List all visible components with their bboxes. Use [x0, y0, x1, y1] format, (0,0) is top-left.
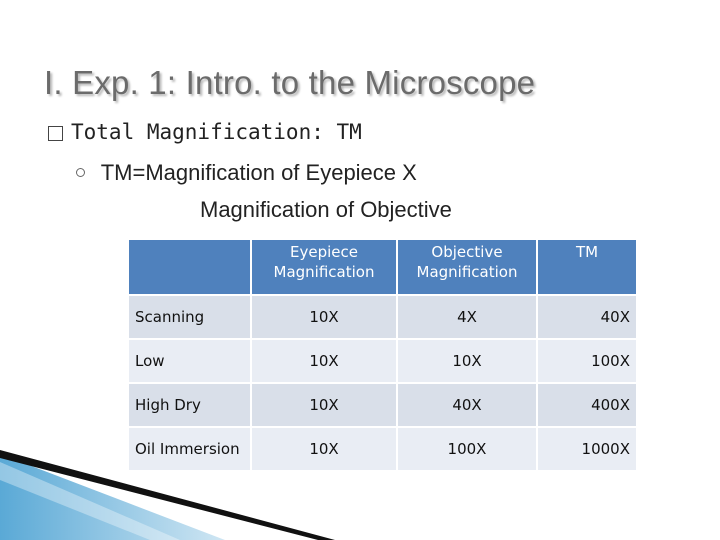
objective-value: 10X — [396, 338, 538, 384]
tm-value: 400X — [536, 382, 638, 428]
slide-title: I. Exp. 1: Intro. to the Microscope — [44, 64, 536, 101]
row-label: High Dry — [127, 382, 252, 428]
table-row: Scanning 10X 4X 40X — [127, 294, 638, 340]
circle-bullet-icon — [76, 168, 85, 177]
sub-bullet-formula-continued: Magnification of Objective — [200, 197, 452, 222]
objective-value: 100X — [396, 426, 538, 472]
objective-value: 4X — [396, 294, 538, 340]
square-bullet-icon — [48, 125, 63, 141]
tm-value: 100X — [536, 338, 638, 384]
row-label: Low — [127, 338, 252, 384]
sub-bullet-formula-text: TM=Magnification of Eyepiece X — [100, 160, 417, 185]
table-row: Oil Immersion 10X 100X 1000X — [127, 426, 638, 472]
eyepiece-value: 10X — [250, 426, 398, 472]
objective-value: 40X — [396, 382, 538, 428]
eyepiece-value: 10X — [250, 382, 398, 428]
header-cell-blank — [127, 238, 252, 296]
table-row: Low 10X 10X 100X — [127, 338, 638, 384]
tm-value: 40X — [536, 294, 638, 340]
sub-bullet-formula: TM=Magnification of Eyepiece X — [76, 160, 417, 186]
swoosh-blue-shape — [0, 454, 225, 540]
tm-value: 1000X — [536, 426, 638, 472]
row-label: Scanning — [127, 294, 252, 340]
bullet-total-magnification: Total Magnification: TM — [48, 120, 362, 144]
bullet-total-magnification-text: Total Magnification: TM — [71, 120, 362, 144]
header-cell-objective: Objective Magnification — [396, 238, 538, 296]
row-label: Oil Immersion — [127, 426, 252, 472]
table-row: High Dry 10X 40X 400X — [127, 382, 638, 428]
eyepiece-value: 10X — [250, 294, 398, 340]
table-header-row: Eyepiece Magnification Objective Magnifi… — [127, 238, 638, 296]
decorative-swoosh — [0, 450, 335, 540]
header-cell-eyepiece: Eyepiece Magnification — [250, 238, 398, 296]
swoosh-highlight — [0, 462, 180, 540]
magnification-table: Eyepiece Magnification Objective Magnifi… — [127, 238, 638, 472]
swoosh-dark-line — [0, 450, 335, 540]
header-cell-tm: TM — [536, 238, 638, 296]
eyepiece-value: 10X — [250, 338, 398, 384]
